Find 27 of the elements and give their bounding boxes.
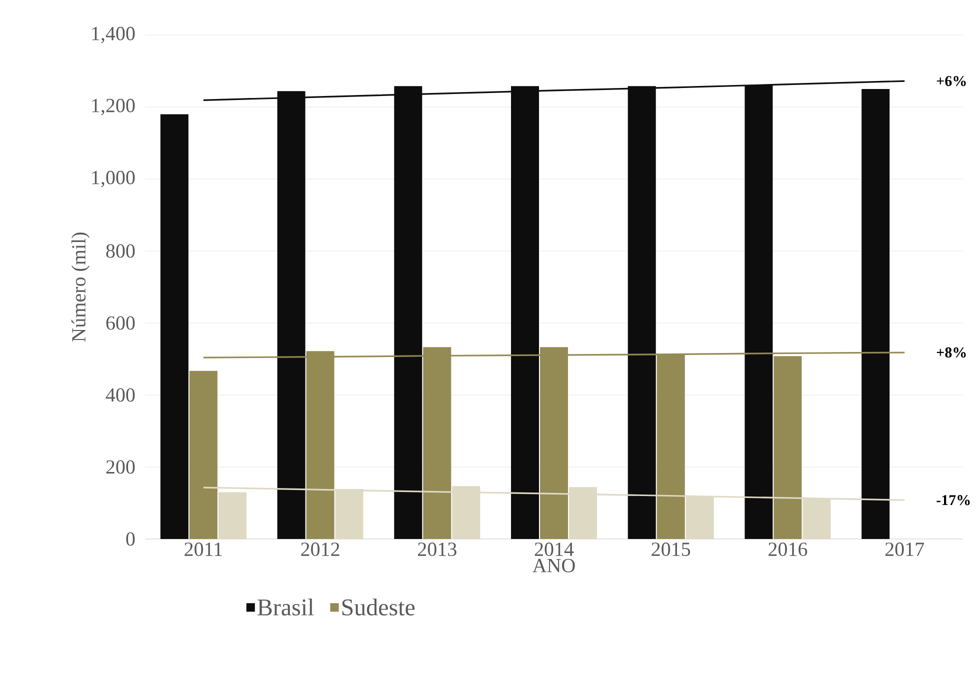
y-axis-title: Número (mil) <box>71 232 90 342</box>
y-tick-label: 200 <box>106 460 135 474</box>
bar <box>218 492 246 539</box>
legend-label: Sudeste <box>342 598 415 616</box>
legend-label: Brasil <box>258 598 314 616</box>
y-tick-label: 600 <box>106 316 135 330</box>
bar <box>189 370 218 539</box>
y-tick-label: 1,000 <box>92 170 135 188</box>
y-tick-label: 0 <box>126 532 135 546</box>
y-tick-label: 800 <box>106 244 135 258</box>
y-tick-label: 400 <box>106 388 135 402</box>
bar <box>160 114 188 539</box>
x-tick-label: 2016 <box>768 542 808 556</box>
annotation: +8% <box>936 347 966 358</box>
y-tick-label: 1,200 <box>92 98 135 116</box>
x-tick-label: 2015 <box>652 542 690 556</box>
annotation: -17% <box>936 495 970 506</box>
bar <box>862 88 890 539</box>
x-tick-label: 2014 <box>534 542 574 556</box>
y-tick-label: 1,400 <box>92 26 135 44</box>
x-tick-label: 2011 <box>184 542 222 556</box>
x-tick-label: 2017 <box>885 542 924 556</box>
annotation: +6% <box>936 76 966 86</box>
x-tick-label: 2012 <box>301 542 340 556</box>
bar <box>774 356 802 539</box>
x-tick-label: 2013 <box>418 542 456 556</box>
x-axis-title: ANO <box>532 558 575 572</box>
